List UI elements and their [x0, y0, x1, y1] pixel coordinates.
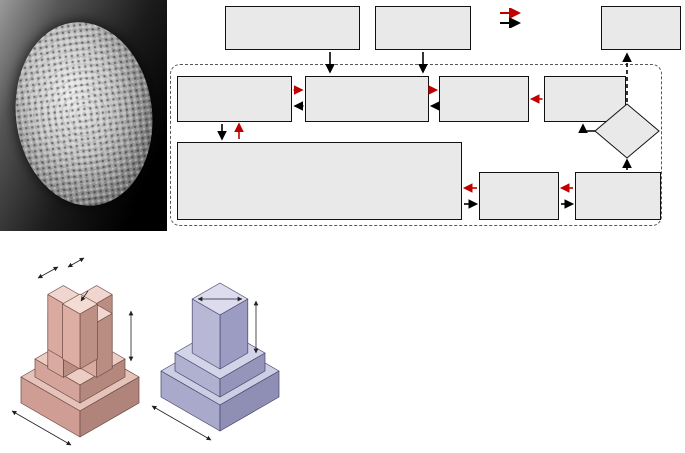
box-final-design: [601, 6, 681, 50]
metalens-device: [5, 14, 163, 214]
meta-atom-illustrations: [11, 257, 280, 446]
complex-meta-atom: [20, 285, 140, 438]
strehl-ratio-chart: [292, 231, 685, 453]
panel-b-meta-atoms: [0, 231, 292, 453]
box-autodiff: [544, 76, 626, 122]
legend-backward: [494, 8, 528, 18]
box-strehl-ratio: [575, 172, 661, 220]
dim-arrow-p2: [37, 266, 59, 279]
complex-dimensions: [11, 257, 134, 446]
arrow-legend: [494, 8, 528, 28]
box-propagation: [177, 142, 462, 220]
legend-forward: [494, 18, 528, 28]
optimization-loop-outline: [170, 64, 662, 226]
dim-arrow-p1: [67, 257, 85, 268]
simple-meta-atom: [160, 282, 280, 432]
forward-arrow-icon: [500, 18, 521, 28]
box-field-modulation: [177, 76, 292, 122]
box-new-design: [439, 76, 529, 122]
dim-arrow-p0-complex: [80, 290, 89, 302]
box-dnn-surrogate: [305, 76, 429, 122]
backward-arrow-icon: [500, 8, 521, 18]
dim-arrow-period-complex: [11, 410, 72, 446]
box-initial-design: [375, 6, 471, 50]
box-rcwa-simulations: [225, 6, 360, 50]
panel-c-flowchart: [167, 0, 685, 231]
metalens-pillar-texture: [5, 14, 163, 214]
dim-arrow-period-simple: [151, 405, 212, 441]
panel-d-strehl-chart: [292, 231, 685, 453]
box-psf: [479, 172, 559, 220]
panel-a-metalens-photo: [0, 0, 167, 231]
simple-dimensions: [151, 296, 259, 441]
